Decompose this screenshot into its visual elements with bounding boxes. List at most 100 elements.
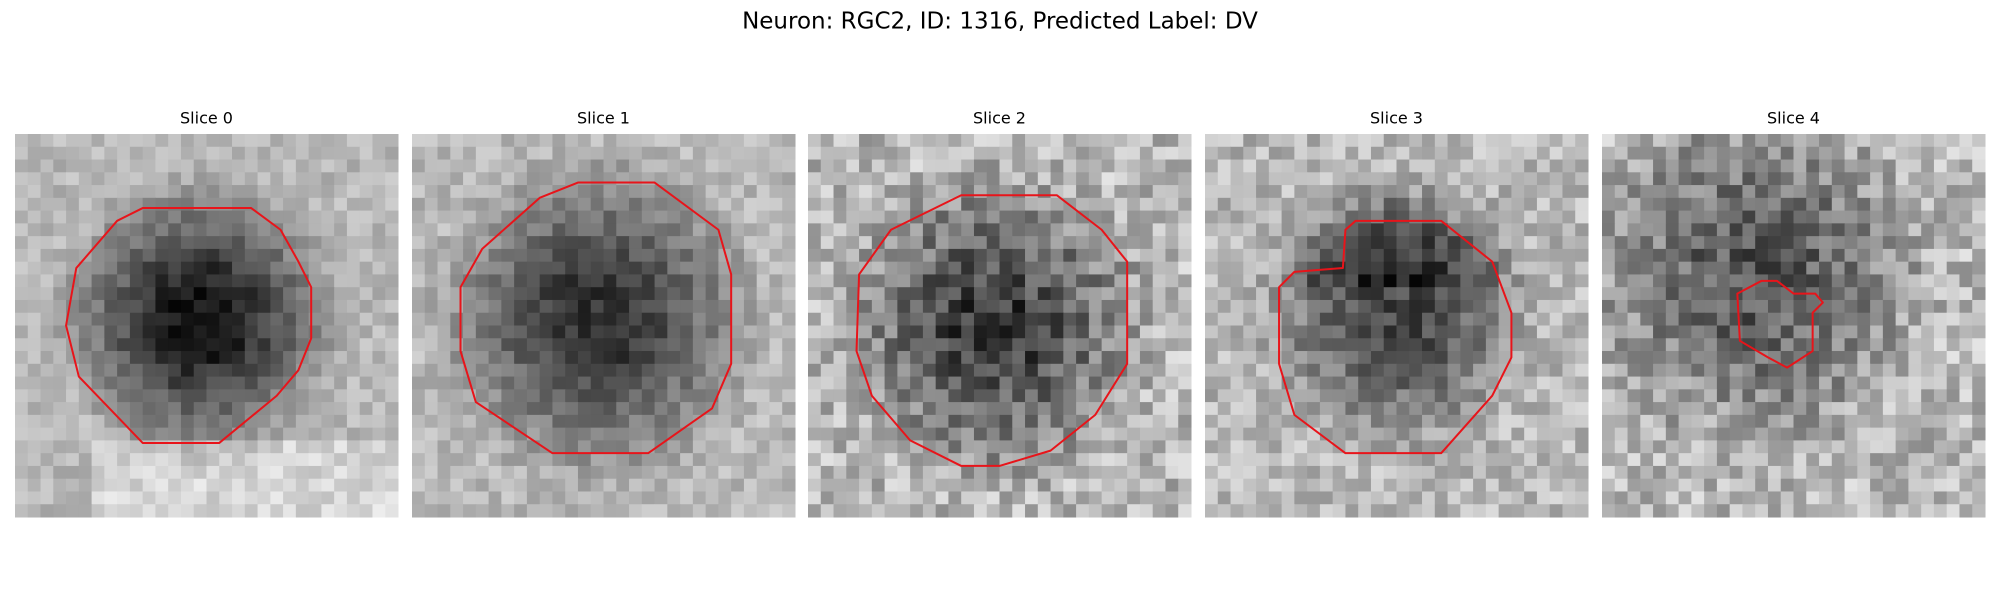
pixel — [871, 287, 886, 301]
pixel — [488, 172, 502, 186]
pixel — [1332, 146, 1346, 161]
pixel — [897, 414, 911, 429]
pixel — [1256, 172, 1270, 186]
pixel — [565, 465, 579, 480]
pixel — [424, 236, 439, 250]
pixel — [257, 159, 271, 173]
pixel — [219, 197, 233, 212]
pixel — [1602, 504, 1616, 518]
pixel — [193, 427, 208, 441]
pixel — [1294, 236, 1308, 250]
pixel — [961, 478, 975, 492]
pixel — [295, 491, 310, 505]
pixel — [539, 338, 553, 352]
pixel — [577, 172, 592, 186]
pixel — [1972, 261, 1986, 275]
pixel — [180, 274, 195, 288]
pixel — [871, 363, 886, 378]
pixel — [1511, 504, 1525, 518]
pixel — [514, 351, 528, 365]
pixel — [961, 504, 975, 518]
pixel — [424, 427, 439, 441]
pixel — [705, 274, 719, 288]
pixel — [1076, 287, 1090, 301]
pixel — [871, 414, 886, 429]
pixel — [117, 478, 131, 492]
pixel — [526, 389, 541, 403]
pixel — [1653, 299, 1667, 314]
pixel — [1665, 197, 1680, 212]
pixel — [718, 427, 732, 441]
pixel — [385, 389, 399, 403]
pixel — [1665, 453, 1680, 467]
pixel — [1678, 223, 1692, 237]
pixel — [1511, 465, 1525, 480]
pixel — [1205, 146, 1219, 161]
pixel — [897, 248, 911, 263]
pixel — [104, 453, 118, 467]
pixel — [1396, 197, 1410, 212]
pixel — [1012, 440, 1026, 454]
pixel — [1165, 274, 1179, 288]
pixel — [15, 453, 29, 467]
pixel — [1575, 172, 1589, 186]
pixel — [1767, 185, 1782, 199]
pixel — [526, 402, 541, 416]
pixel — [935, 376, 949, 390]
pixel — [1678, 274, 1692, 288]
pixel — [1831, 427, 1846, 441]
pixel — [935, 465, 949, 480]
pixel — [155, 274, 169, 288]
pixel — [1217, 261, 1232, 275]
pixel — [91, 376, 105, 390]
pixel — [142, 248, 156, 263]
pixel — [1178, 325, 1192, 339]
pixel — [590, 134, 605, 148]
pixel — [1614, 440, 1629, 454]
pixel — [846, 236, 860, 250]
pixel — [117, 299, 131, 314]
pixel — [922, 351, 937, 365]
pixel — [66, 159, 80, 173]
pixel — [910, 325, 924, 339]
pixel — [1933, 325, 1948, 339]
pixel — [1780, 261, 1795, 275]
pixel — [78, 210, 93, 224]
pixel — [1281, 185, 1295, 199]
pixel — [1345, 223, 1359, 237]
pixel — [1319, 376, 1334, 390]
pixel — [463, 146, 477, 161]
pixel — [1921, 236, 1935, 250]
pixel — [180, 299, 195, 314]
pixel — [1665, 274, 1680, 288]
pixel — [1870, 453, 1884, 467]
pixel — [1793, 478, 1807, 492]
pixel — [922, 389, 937, 403]
pixel — [552, 504, 566, 518]
pixel — [846, 427, 860, 441]
pixel — [1281, 223, 1295, 237]
pixel — [526, 261, 541, 275]
pixel — [270, 440, 284, 454]
pixel — [1729, 236, 1743, 250]
pixel — [680, 376, 694, 390]
pixel — [1281, 236, 1295, 250]
pixel — [1409, 146, 1423, 161]
pixel — [1511, 197, 1525, 212]
pixel — [1742, 197, 1756, 212]
pixel — [808, 491, 822, 505]
pixel — [15, 338, 29, 352]
pixel — [1742, 210, 1756, 224]
pixel — [1933, 414, 1948, 429]
pixel — [1704, 465, 1718, 480]
pixel — [27, 427, 42, 441]
pixel — [295, 440, 310, 454]
pixel — [1217, 478, 1232, 492]
pixel — [78, 440, 93, 454]
pixel — [603, 325, 617, 339]
pixel — [986, 338, 1001, 352]
pixel — [1614, 134, 1629, 148]
pixel — [1319, 172, 1334, 186]
pixel — [552, 172, 566, 186]
pixel — [1678, 312, 1692, 327]
